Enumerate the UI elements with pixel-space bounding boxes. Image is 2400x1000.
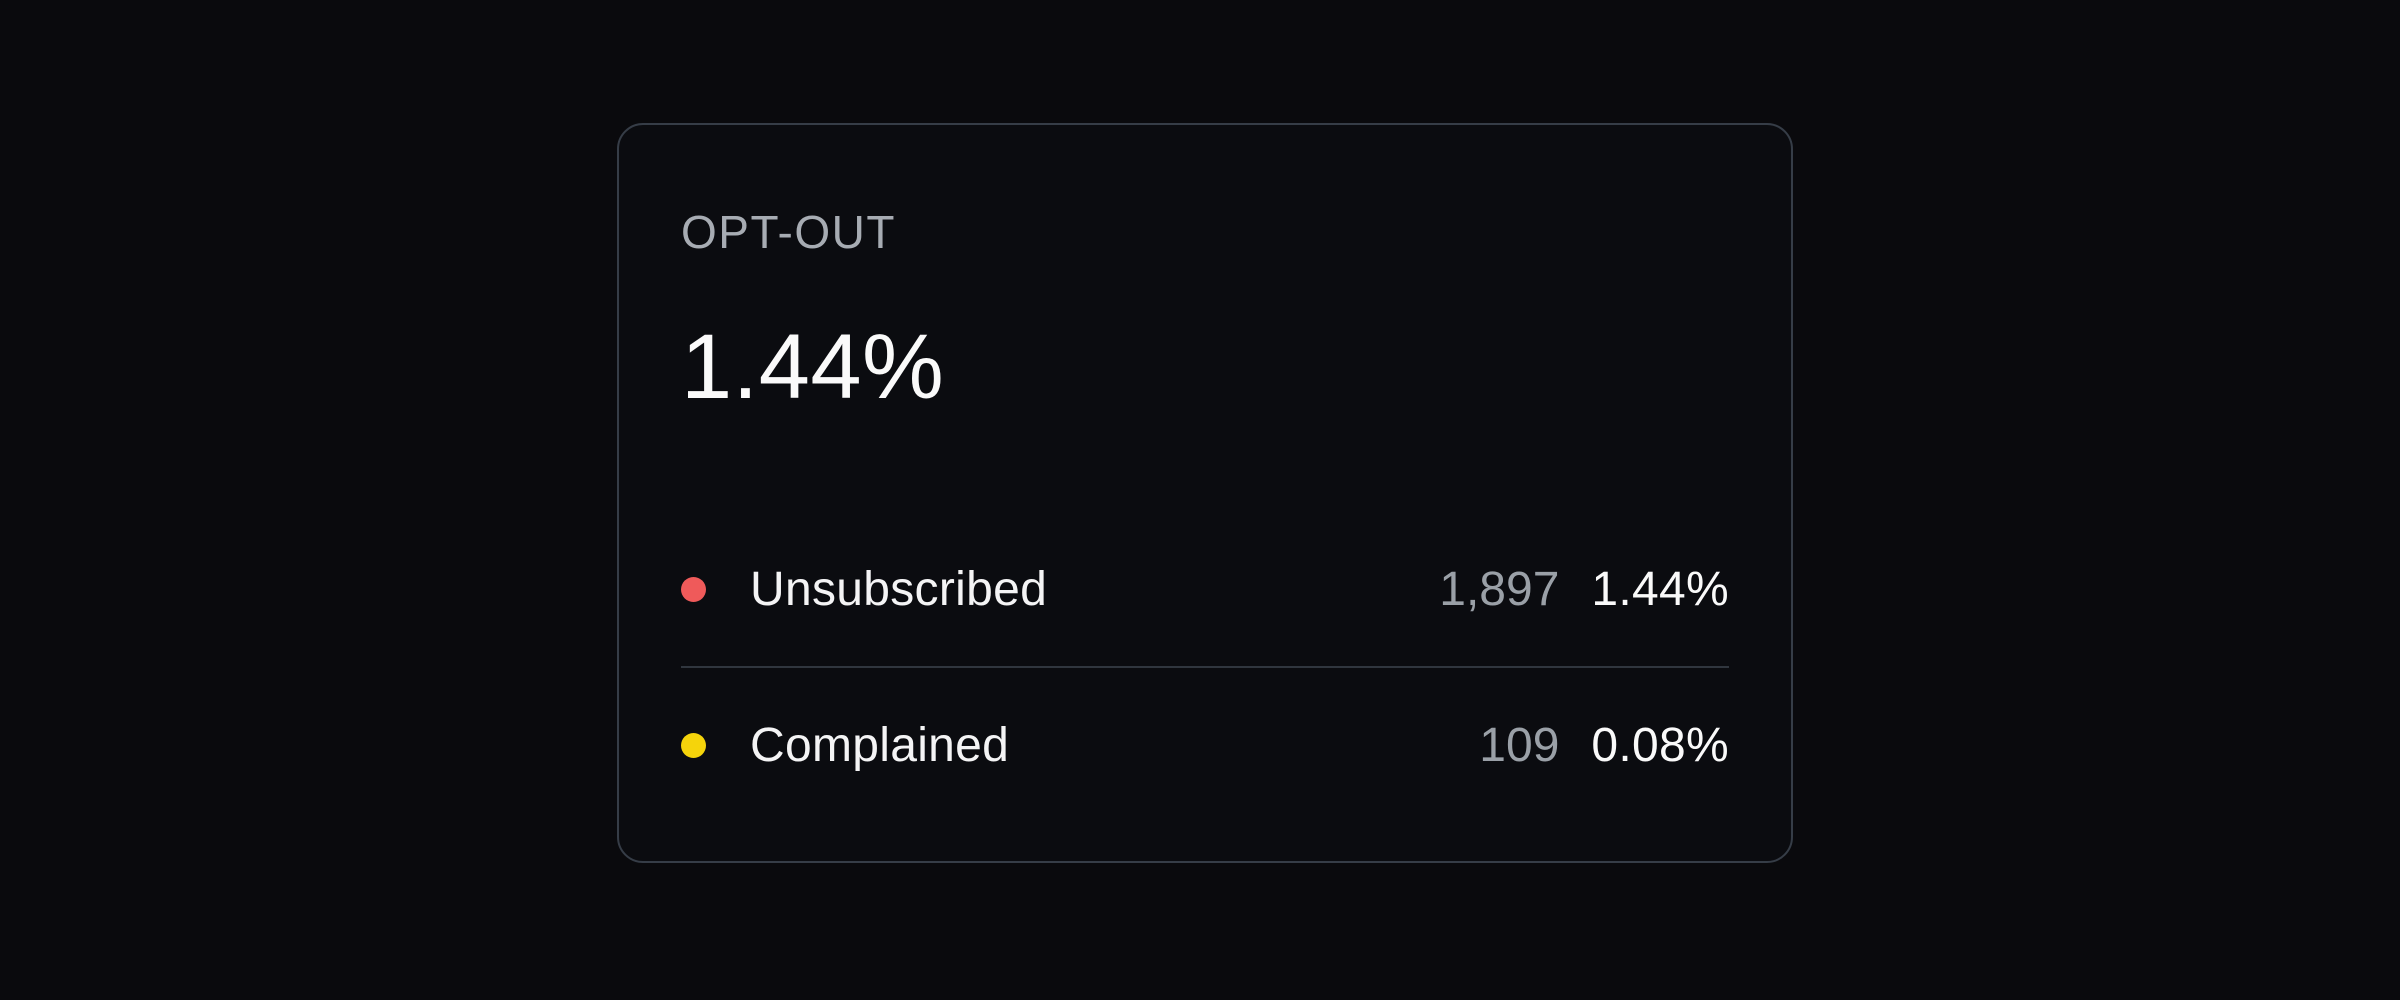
opt-out-rate-value: 1.44%: [681, 316, 945, 418]
opt-out-stat-card: OPT-OUT 1.44% Unsubscribed 1,897 1.44% C…: [617, 123, 1793, 863]
row-unsubscribed-values: 1,897 1.44%: [1439, 562, 1729, 617]
row-unsubscribed-left: Unsubscribed: [681, 562, 1047, 617]
row-complained: Complained 109 0.08%: [681, 668, 1729, 822]
complained-count: 109: [1479, 718, 1560, 772]
breakdown-list: Unsubscribed 1,897 1.44% Complained 109 …: [681, 512, 1729, 822]
unsubscribed-rate: 1.44%: [1591, 562, 1729, 616]
row-label-complained: Complained: [750, 718, 1010, 772]
row-complained-values: 109 0.08%: [1479, 718, 1729, 773]
complained-dot-icon: [681, 732, 706, 758]
row-unsubscribed: Unsubscribed 1,897 1.44%: [681, 512, 1729, 666]
unsubscribed-dot-icon: [681, 576, 706, 602]
unsubscribed-count: 1,897: [1439, 562, 1560, 616]
row-label-unsubscribed: Unsubscribed: [750, 562, 1048, 616]
row-divider: [681, 666, 1729, 669]
card-title: OPT-OUT: [681, 206, 896, 258]
complained-rate: 0.08%: [1591, 718, 1729, 772]
row-complained-left: Complained: [681, 718, 1009, 773]
